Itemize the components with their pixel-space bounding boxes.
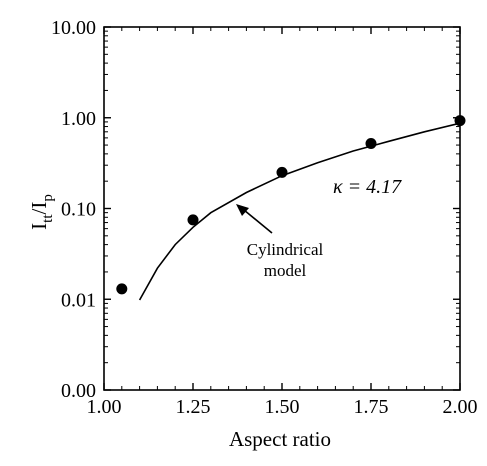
data-point [365, 138, 377, 150]
y-axis-title-sub1: tt [40, 214, 56, 223]
y-tick-label: 10.00 [51, 17, 96, 39]
x-tick-label: 1.50 [265, 396, 300, 418]
tick-labels: 1.00 1.25 1.50 1.75 2.00 0.00 0.01 0.10 1.00 10.0… [51, 17, 478, 418]
data-point [187, 214, 199, 226]
model-annotation-line2: model [264, 261, 307, 280]
y-axis-title-main: I [27, 223, 51, 230]
plot-border [103, 26, 461, 391]
data-point [276, 166, 288, 178]
data-point [454, 115, 466, 127]
axis-ticks [103, 26, 461, 391]
x-axis-title: Aspect ratio [229, 427, 331, 451]
data-point [116, 283, 128, 295]
model-curve [138, 122, 461, 301]
y-axis-title: Itt/Ip [27, 194, 56, 230]
model-curve-layer [138, 122, 461, 301]
annotation-arrow [243, 209, 273, 234]
kappa-label: κ = 4.17 [333, 176, 402, 198]
y-tick-label: 0.00 [61, 380, 96, 402]
x-tick-label: 1.00 [87, 396, 122, 418]
y-axis-title-sub2: p [40, 194, 56, 202]
y-tick-label: 1.00 [61, 108, 96, 130]
x-tick-label: 2.00 [443, 396, 478, 418]
data-points [116, 115, 466, 295]
y-tick-label: 0.01 [61, 289, 96, 311]
x-tick-label: 1.75 [354, 396, 389, 418]
plot-frame [103, 26, 461, 391]
model-annotation-line1: Cylindrical [247, 240, 324, 259]
annotation-arrowhead [236, 204, 249, 216]
y-tick-label: 0.10 [61, 199, 96, 221]
x-tick-label: 1.25 [176, 396, 211, 418]
y-axis-title-mid: /I [27, 202, 51, 215]
